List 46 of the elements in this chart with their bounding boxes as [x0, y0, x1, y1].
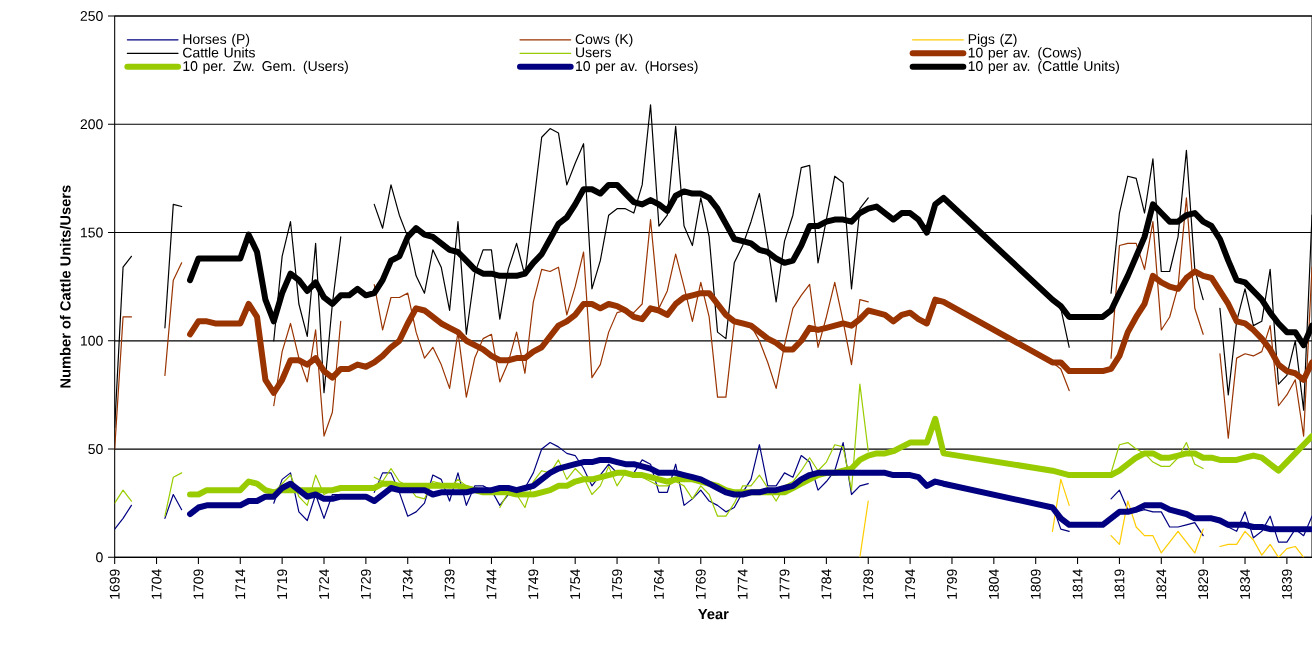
x-tick-label: 1764	[653, 569, 664, 599]
y-axis-title: Number of Cattle Units/Users	[59, 185, 71, 388]
x-tick-label: 1809	[1030, 569, 1041, 599]
legend-label: Users	[576, 47, 612, 58]
y-tick-label: 0	[96, 552, 103, 563]
x-tick-label: 1804	[988, 569, 999, 599]
x-tick-label: 1759	[612, 569, 623, 599]
x-tick-label: 1839	[1281, 569, 1292, 599]
x-tick-label: 1709	[193, 569, 204, 599]
x-tick-label: 1714	[235, 569, 246, 599]
x-tick-label: 1734	[402, 569, 413, 599]
x-tick-label: 1834	[1240, 569, 1250, 599]
x-tick-label: 1824	[1156, 569, 1167, 599]
x-tick-label: 1774	[737, 569, 748, 599]
legend-label: 10 per av. (Cattle Units)	[968, 60, 1119, 74]
legend-label: 10 per av. (Cows)	[968, 47, 1081, 61]
x-tick-label: 1724	[319, 569, 329, 599]
y-tick-label: 150	[81, 227, 103, 238]
x-tick-label: 1744	[486, 569, 497, 599]
x-tick-label: 1829	[1198, 569, 1209, 599]
y-tick-label: 50	[88, 444, 103, 455]
x-tick-label: 1739	[444, 569, 455, 599]
x-axis-title: Year	[698, 609, 729, 620]
x-tick-label: 1819	[1114, 569, 1125, 599]
y-tick-label: 250	[80, 11, 103, 21]
x-tick-label: 1754	[570, 569, 581, 599]
x-tick-label: 1704	[151, 569, 162, 599]
x-tick-label: 1794	[905, 569, 916, 599]
legend-label: 10 per av. (Horses)	[576, 60, 698, 74]
x-tick-label: 1719	[277, 569, 288, 599]
x-tick-label: 1779	[779, 569, 790, 599]
x-tick-label: 1784	[821, 569, 832, 599]
x-tick-label: 1749	[528, 569, 539, 599]
x-tick-label: 1799	[947, 569, 957, 599]
legend-label: Cows (K)	[575, 33, 633, 47]
x-tick-label: 1729	[360, 569, 371, 599]
y-tick-label: 100	[81, 335, 103, 346]
legend-label: Pigs (Z)	[968, 33, 1017, 47]
x-tick-label: 1769	[695, 569, 706, 599]
legend-label: Horses (P)	[183, 33, 250, 47]
legend-label: Cattle Units	[183, 47, 255, 58]
legend-label: 10 per. Zw. Gem. (Users)	[183, 60, 348, 74]
x-tick-label: 1789	[863, 569, 874, 599]
x-tick-label: 1699	[109, 569, 120, 599]
y-tick-label: 200	[80, 119, 103, 130]
x-tick-label: 1814	[1072, 569, 1083, 599]
